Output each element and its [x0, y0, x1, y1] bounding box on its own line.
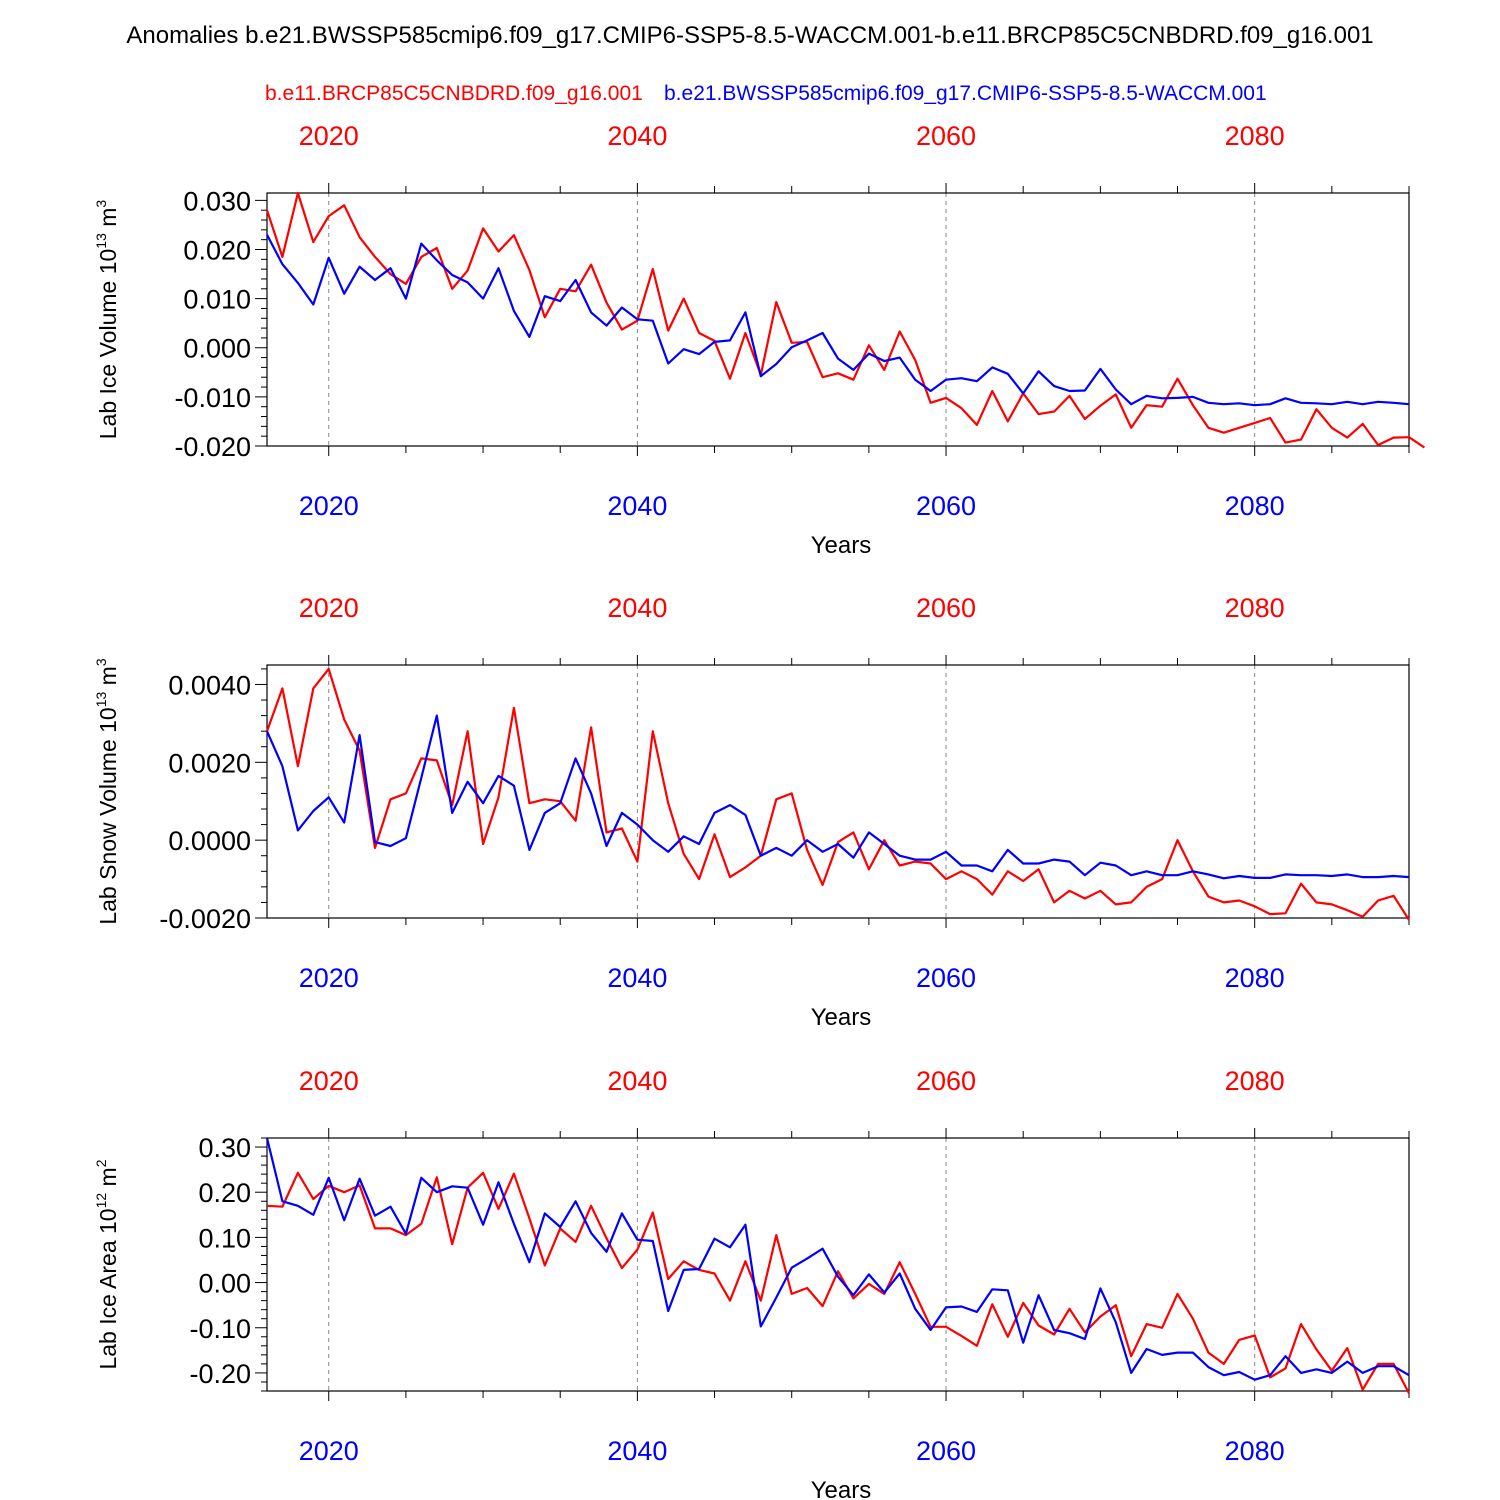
y-axis-label-superscript: 2 — [93, 1159, 109, 1167]
top-x-tick-label: 2040 — [607, 121, 667, 151]
bottom-x-tick-label: 2060 — [916, 1436, 976, 1466]
y-tick-label: 0.030 — [183, 186, 251, 216]
bottom-x-tick-label: 2080 — [1225, 963, 1285, 993]
bottom-x-tick-label: 2060 — [916, 491, 976, 521]
y-tick-label: 0.020 — [183, 235, 251, 265]
y-tick-label: -0.20 — [189, 1359, 251, 1389]
top-x-tick-label: 2060 — [916, 593, 976, 623]
series-line-blue — [265, 714, 1410, 880]
y-axis-label: Lab Snow Volume 1013 m3 — [93, 658, 121, 925]
legend-entry-blue: b.e21.BWSSP585cmip6.f09_g17.CMIP6-SSP5-8… — [664, 82, 1267, 105]
y-axis-label-superscript: 13 — [93, 233, 109, 249]
bottom-x-tick-label: 2020 — [299, 1436, 359, 1466]
bottom-x-tick-label: 2080 — [1225, 1436, 1285, 1466]
x-axis-label: Years — [811, 1477, 872, 1500]
y-axis-label-part: Lab Ice Area 10 — [95, 1208, 121, 1369]
series-line-red — [265, 667, 1410, 921]
y-axis-label: Lab Ice Area 1012 m2 — [93, 1159, 121, 1369]
chart-panel-3: 2020 2020 2040 2040 2060 2060 2080 2080 -0.20 -0.… — [93, 1066, 1410, 1500]
y-axis-label-part: Lab Snow Volume 10 — [95, 707, 121, 924]
chart-panel-1: 2020 2020 2040 2040 2060 2060 2080 2080 -0.020 -0… — [93, 121, 1426, 559]
y-axis-label: Lab Ice Volume 1013 m3 — [93, 200, 121, 440]
y-tick-label: -0.020 — [174, 432, 251, 462]
bottom-x-tick-label: 2080 — [1225, 491, 1285, 521]
top-x-tick-label: 2060 — [916, 1066, 976, 1096]
chart-main-title: Anomalies b.e21.BWSSP585cmip6.f09_g17.CM… — [126, 22, 1374, 49]
x-axis-label: Years — [811, 1004, 872, 1031]
top-x-tick-label: 2060 — [916, 121, 976, 151]
top-x-tick-label: 2080 — [1225, 121, 1285, 151]
plot-frame — [266, 192, 1410, 447]
top-x-tick-label: 2020 — [299, 593, 359, 623]
y-axis-label-part: m — [95, 1167, 121, 1193]
y-axis-label-part: m — [95, 666, 121, 692]
plot-frame — [266, 1137, 1410, 1392]
y-tick-label: -0.010 — [174, 383, 251, 413]
top-x-tick-label: 2080 — [1225, 593, 1285, 623]
y-axis-label-part: m — [95, 208, 121, 234]
y-axis-label-superscript: 3 — [93, 200, 109, 208]
y-tick-label: 0.00 — [198, 1269, 251, 1299]
bottom-x-tick-label: 2020 — [299, 963, 359, 993]
y-tick-label: 0.10 — [198, 1223, 251, 1253]
bottom-x-tick-label: 2040 — [607, 1436, 667, 1466]
y-tick-label: -0.0020 — [159, 904, 251, 934]
top-x-tick-label: 2080 — [1225, 1066, 1285, 1096]
top-x-tick-label: 2020 — [299, 121, 359, 151]
chart-panel-2: 2020 2020 2040 2040 2060 2060 2080 2080 -0.0020 0… — [93, 593, 1410, 1031]
plot-frame — [266, 664, 1410, 919]
y-axis-label-superscript: 13 — [93, 691, 109, 707]
y-tick-label: 0.30 — [198, 1133, 251, 1163]
bottom-x-tick-label: 2020 — [299, 491, 359, 521]
y-axis-label-part: Lab Ice Volume 10 — [95, 249, 121, 440]
y-tick-label: 0.20 — [198, 1178, 251, 1208]
y-axis-label-superscript: 12 — [93, 1193, 109, 1209]
bottom-x-tick-label: 2040 — [607, 491, 667, 521]
series-line-blue — [266, 234, 1410, 407]
bottom-x-tick-label: 2060 — [916, 963, 976, 993]
y-tick-label: -0.10 — [189, 1314, 251, 1344]
bottom-x-tick-label: 2040 — [607, 963, 667, 993]
series-line-red — [266, 1171, 1410, 1394]
top-x-tick-label: 2040 — [607, 593, 667, 623]
legend-entry-red: b.e11.BRCP85C5CNBDRD.f09_g16.001 — [265, 82, 643, 105]
y-tick-label: 0.010 — [183, 285, 251, 315]
y-axis-label-superscript: 3 — [93, 658, 109, 666]
top-x-tick-label: 2040 — [607, 1066, 667, 1096]
y-tick-label: 0.0020 — [168, 748, 251, 778]
y-tick-label: 0.000 — [183, 334, 251, 364]
y-tick-label: 0.0000 — [168, 826, 251, 856]
top-x-tick-label: 2020 — [299, 1066, 359, 1096]
series-line-red — [265, 191, 1426, 449]
y-tick-label: 0.0040 — [168, 670, 251, 700]
x-axis-label: Years — [811, 532, 872, 559]
series-line-blue — [265, 1137, 1410, 1381]
